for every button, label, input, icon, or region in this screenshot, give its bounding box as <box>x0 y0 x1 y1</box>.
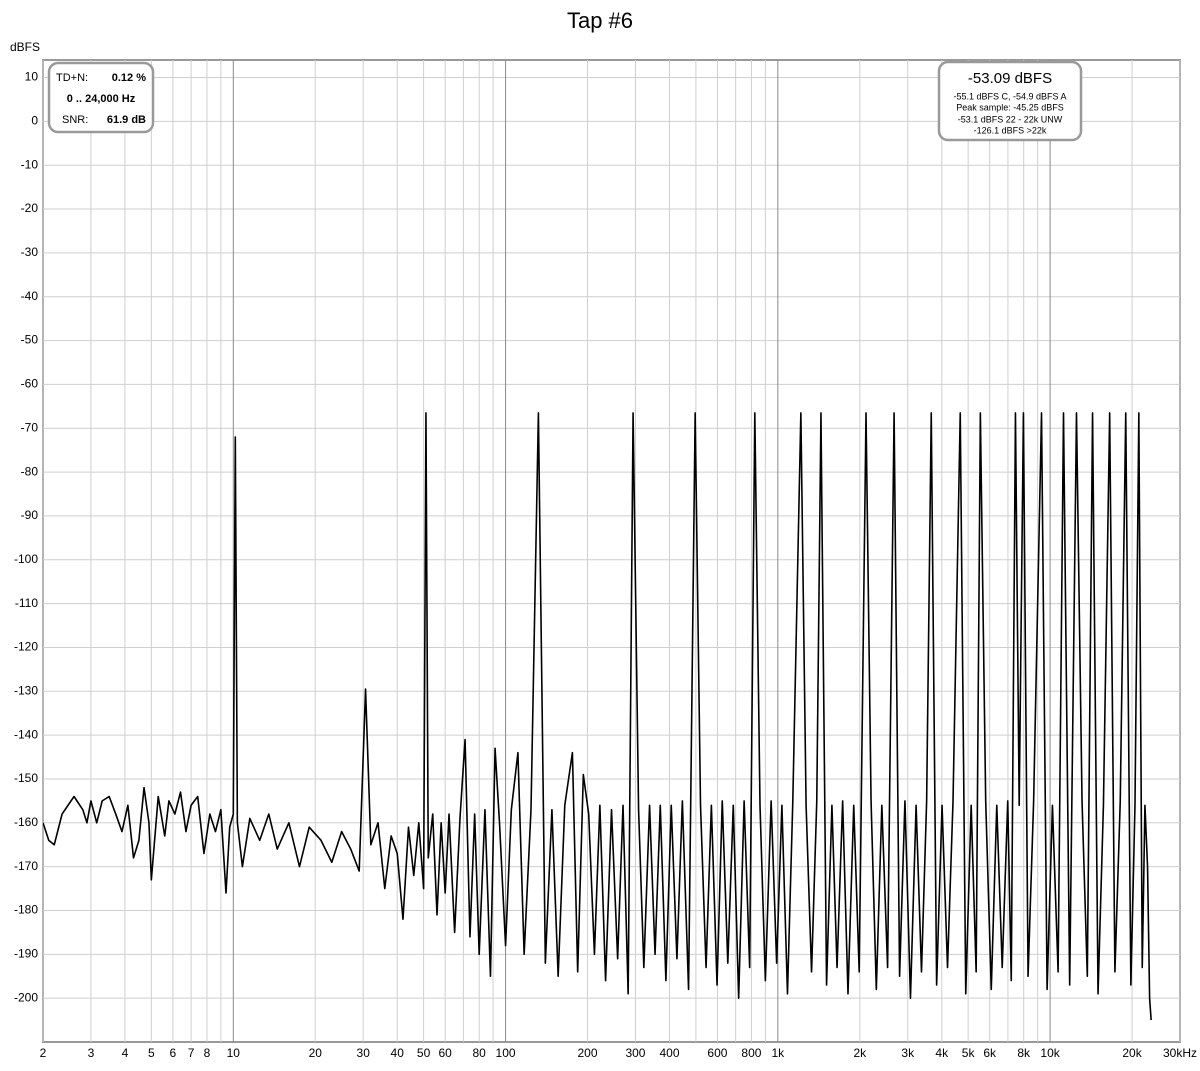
info-value: 0 .. 24,000 Hz <box>67 93 136 105</box>
y-tick-label: -190 <box>14 946 38 960</box>
x-tick-label: 2 <box>40 1046 47 1060</box>
info-line: -53.1 dBFS 22 - 22k UNW <box>958 114 1063 124</box>
y-tick-label: -150 <box>14 771 38 785</box>
x-tick-label: 4 <box>122 1046 129 1060</box>
x-tick-label: 6 <box>170 1046 177 1060</box>
info-label: SNR: <box>62 114 88 126</box>
x-tick-label: 20k <box>1122 1046 1142 1060</box>
y-tick-label: 10 <box>25 70 39 84</box>
y-tick-label: -180 <box>14 903 38 917</box>
y-tick-label: -20 <box>21 201 39 215</box>
y-tick-label: -10 <box>21 157 39 171</box>
spectrum-line <box>43 412 1152 1021</box>
tick-labels: 100-10-20-30-40-50-60-70-80-90-100-110-1… <box>14 70 1197 1060</box>
info-box-frame <box>937 60 1083 142</box>
y-tick-label: -80 <box>21 464 39 478</box>
y-tick-label: -60 <box>21 377 39 391</box>
x-tick-label: 200 <box>578 1046 598 1060</box>
x-tick-label: 50 <box>417 1046 431 1060</box>
y-tick-label: -130 <box>14 683 38 697</box>
x-tick-label: 80 <box>473 1046 487 1060</box>
x-tick-label: 10 <box>227 1046 241 1060</box>
y-tick-label: -160 <box>14 815 38 829</box>
x-tick-label: 10k <box>1040 1046 1060 1060</box>
data-layer <box>43 412 1152 1021</box>
x-tick-label: 5 <box>148 1046 155 1060</box>
info-line: Peak sample: -45.25 dBFS <box>956 102 1064 112</box>
chart-title: Tap #6 <box>567 8 633 33</box>
y-axis-label: dBFS <box>10 40 40 54</box>
y-tick-label: -200 <box>14 990 38 1004</box>
y-tick-label: -50 <box>21 333 39 347</box>
y-tick-label: -70 <box>21 420 39 434</box>
y-tick-label: -140 <box>14 727 38 741</box>
y-tick-label: -170 <box>14 859 38 873</box>
x-tick-label: 2k <box>853 1046 867 1060</box>
x-tick-label: 6k <box>983 1046 997 1060</box>
plot-area <box>42 59 1181 1043</box>
x-tick-label: 400 <box>659 1046 679 1060</box>
x-tick-label: 800 <box>741 1046 761 1060</box>
x-tick-label: 3k <box>901 1046 915 1060</box>
y-tick-label: -90 <box>21 508 39 522</box>
y-tick-label: -110 <box>15 596 38 610</box>
x-tick-label: 20 <box>309 1046 323 1060</box>
x-tick-label: 40 <box>391 1046 405 1060</box>
info-box-frame <box>47 61 155 134</box>
x-tick-label: 4k <box>935 1046 949 1060</box>
y-tick-label: 0 <box>31 114 38 128</box>
info-box-right: -53.09 dBFS -55.1 dBFS C, -54.9 dBFS A P… <box>937 60 1083 142</box>
info-value: 0.12 % <box>112 72 146 84</box>
info-box-left: TD+N: 0.12 % 0 .. 24,000 Hz SNR: 61.9 dB <box>47 61 155 134</box>
info-line: -126.1 dBFS >22k <box>974 125 1047 135</box>
x-tick-label: 1k <box>771 1046 785 1060</box>
y-tick-label: -40 <box>21 289 39 303</box>
info-value: 61.9 dB <box>107 114 146 126</box>
y-tick-label: -120 <box>14 640 38 654</box>
info-main: -53.09 dBFS <box>968 70 1052 87</box>
x-tick-label: 5k <box>962 1046 976 1060</box>
info-line: -55.1 dBFS C, -54.9 dBFS A <box>953 91 1066 101</box>
x-tick-label: 3 <box>88 1046 95 1060</box>
x-tick-label: 30kHz <box>1163 1046 1197 1060</box>
x-tick-label: 600 <box>707 1046 727 1060</box>
y-tick-label: -30 <box>21 245 39 259</box>
x-tick-label: 8k <box>1017 1046 1031 1060</box>
x-tick-label: 300 <box>625 1046 645 1060</box>
info-label: TD+N: <box>56 72 88 84</box>
x-tick-label: 60 <box>438 1046 452 1060</box>
x-tick-label: 7 <box>188 1046 195 1060</box>
x-tick-label: 100 <box>496 1046 516 1060</box>
x-tick-label: 30 <box>357 1046 371 1060</box>
y-tick-label: -100 <box>14 552 38 566</box>
x-tick-label: 8 <box>204 1046 211 1060</box>
